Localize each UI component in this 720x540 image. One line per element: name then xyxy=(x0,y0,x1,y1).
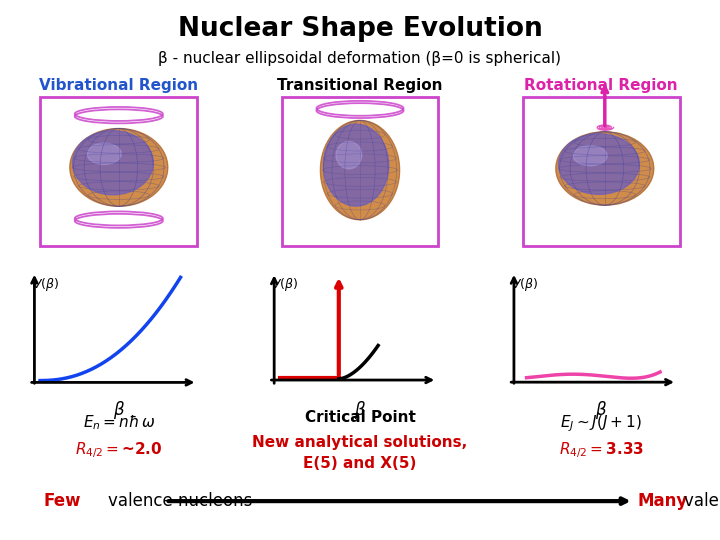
Bar xyxy=(282,97,438,246)
Text: $\beta$: $\beta$ xyxy=(595,399,607,421)
Text: $\beta$: $\beta$ xyxy=(354,399,366,421)
Ellipse shape xyxy=(70,129,168,206)
Text: New analytical solutions,: New analytical solutions, xyxy=(253,435,467,450)
Ellipse shape xyxy=(73,131,153,195)
Text: $R_{4/2}=$~2.0: $R_{4/2}=$~2.0 xyxy=(75,440,163,460)
Text: $V(\beta)$: $V(\beta)$ xyxy=(32,275,59,293)
Text: Transitional Region: Transitional Region xyxy=(277,78,443,93)
Ellipse shape xyxy=(320,120,400,220)
Text: $R_{4/2}=$3.33: $R_{4/2}=$3.33 xyxy=(559,440,644,460)
Ellipse shape xyxy=(573,145,607,166)
Ellipse shape xyxy=(559,134,639,194)
Text: $\beta$: $\beta$ xyxy=(113,399,125,421)
Text: valence nucleons: valence nucleons xyxy=(108,492,253,510)
Text: $E_n = n\hbar\,\omega$: $E_n = n\hbar\,\omega$ xyxy=(83,413,155,432)
Text: β - nuclear ellipsoidal deformation (β=0 is spherical): β - nuclear ellipsoidal deformation (β=0… xyxy=(158,51,562,66)
Text: Nuclear Shape Evolution: Nuclear Shape Evolution xyxy=(178,16,542,42)
Text: Many: Many xyxy=(637,492,688,510)
Text: Few: Few xyxy=(43,492,81,510)
Ellipse shape xyxy=(336,141,361,169)
Text: $V(\beta)$: $V(\beta)$ xyxy=(511,276,539,293)
Text: E(5) and X(5): E(5) and X(5) xyxy=(303,456,417,471)
Text: Rotational Region: Rotational Region xyxy=(524,78,678,93)
Bar xyxy=(523,97,680,246)
Text: valence Nucleons: valence Nucleons xyxy=(684,492,720,510)
Ellipse shape xyxy=(556,132,654,205)
Text: $V(\beta)$: $V(\beta)$ xyxy=(271,276,299,293)
Ellipse shape xyxy=(87,143,121,165)
Text: Critical Point: Critical Point xyxy=(305,410,415,426)
Text: $E_J \sim J(J+1)$: $E_J \sim J(J+1)$ xyxy=(560,413,642,434)
Text: Vibrational Region: Vibrational Region xyxy=(39,78,199,93)
Ellipse shape xyxy=(323,124,389,206)
Bar xyxy=(40,97,197,246)
